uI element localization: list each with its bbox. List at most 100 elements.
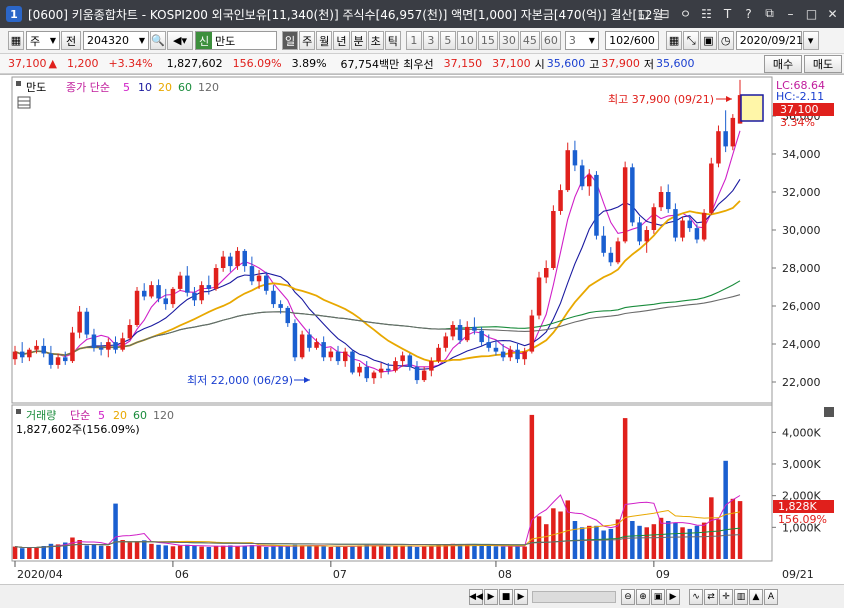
period-button-tick[interactable]: 틱 <box>384 31 401 50</box>
volume-bar <box>737 501 743 559</box>
candle-body <box>680 220 685 238</box>
candle-body <box>673 209 678 238</box>
scroll-end-icon[interactable]: ▲ <box>749 588 763 605</box>
volume-bar <box>386 546 391 559</box>
period-button-year[interactable]: 년 <box>333 31 350 50</box>
candle-body <box>350 351 355 373</box>
settings-icon[interactable]: ☷ <box>701 6 712 21</box>
volume-bar <box>77 540 82 559</box>
date-input[interactable]: 2020/09/21 <box>735 31 803 50</box>
period-button-group: 일 주 월 년 분 초 틱 <box>281 31 401 50</box>
count-input[interactable]: 102/600 <box>604 31 659 50</box>
current-price: 37,100 <box>8 57 47 70</box>
clock-icon[interactable]: ◷ <box>717 31 734 50</box>
candle-body <box>314 342 319 348</box>
zoom-out-icon[interactable]: ⊖ <box>621 588 635 605</box>
minute-select[interactable]: 3 ▼ <box>564 31 599 50</box>
save-icon[interactable]: ▣ <box>700 31 717 50</box>
layout-icon[interactable]: ◱ <box>637 6 650 21</box>
calendar-icon[interactable]: ▾ <box>802 31 819 50</box>
volume-bar <box>185 544 190 560</box>
candle-body <box>321 342 326 358</box>
minute-button-45[interactable]: 45 <box>519 31 540 50</box>
stock-name-field[interactable]: 신 만도 <box>195 31 277 50</box>
text-icon[interactable]: T <box>723 6 732 21</box>
text-size-icon[interactable]: ㅇ <box>679 7 692 21</box>
compare-icon[interactable]: ⇄ <box>704 588 718 605</box>
candle-body <box>393 361 398 371</box>
scrollbar-track[interactable] <box>532 590 616 603</box>
restore-icon[interactable]: ⧉ <box>765 6 774 20</box>
candle-body <box>536 277 542 316</box>
minute-button-10[interactable]: 10 <box>456 31 477 50</box>
period-select-value: 주 <box>30 34 41 48</box>
chevron-down-icon: ▼ <box>588 36 595 45</box>
chart-svg[interactable]: 만도 종가 단순 5 10 20 60 120 거래량 단순 5 20 60 1… <box>0 75 844 585</box>
speaker-icon[interactable]: ◀▾ <box>167 31 193 50</box>
indicator-icon[interactable]: ∿ <box>689 588 703 605</box>
minute-button-5[interactable]: 5 <box>439 31 456 50</box>
period-select[interactable]: 주 ▼ <box>26 31 60 50</box>
play-icon[interactable]: ▶ <box>484 588 498 605</box>
period-button-day[interactable]: 일 <box>282 31 299 50</box>
y-tick-label: 28,000 <box>782 262 821 275</box>
volume-bar <box>421 546 427 559</box>
draw-tool-icon[interactable]: ⤡ <box>683 31 700 50</box>
panel-close-icon[interactable] <box>824 407 834 417</box>
chart-type-icon[interactable]: ▥ <box>734 588 748 605</box>
chart-area[interactable]: 만도 종가 단순 5 10 20 60 120 거래량 단순 5 20 60 1… <box>0 74 844 584</box>
minute-button-60[interactable]: 60 <box>540 31 561 50</box>
zoom-in-icon[interactable]: ⊕ <box>636 588 650 605</box>
maximize-icon[interactable]: □ <box>805 6 818 21</box>
minute-button-15[interactable]: 15 <box>477 31 498 50</box>
zoom-fit-icon[interactable]: ▣ <box>651 588 665 605</box>
volume-bar <box>587 525 592 560</box>
candle-body <box>479 330 484 343</box>
volume-bar <box>565 500 570 559</box>
trade-amount: 67,754백만 <box>340 57 400 71</box>
font-icon[interactable]: A <box>764 588 778 605</box>
code-input[interactable]: 204320 ▼ <box>83 31 149 50</box>
help-icon[interactable]: ? <box>745 6 752 21</box>
period-button-week[interactable]: 주 <box>299 31 316 50</box>
buy-button[interactable]: 매수 <box>764 55 802 73</box>
search-icon[interactable]: 🔍 <box>150 31 166 50</box>
volume-bar <box>608 528 614 559</box>
candle-body <box>622 167 628 242</box>
data-icon[interactable]: ▦ <box>665 31 683 50</box>
scroll-next-icon[interactable]: ▶ <box>514 588 528 605</box>
close-icon[interactable]: ✕ <box>827 6 838 21</box>
minute-select-value: 3 <box>568 34 576 47</box>
candle-body <box>615 241 621 263</box>
sell-button[interactable]: 매도 <box>804 55 842 73</box>
minimize-icon[interactable]: – <box>787 6 794 21</box>
grid-toggle-icon[interactable]: ▦ <box>8 31 24 50</box>
minute-button-30[interactable]: 30 <box>498 31 519 50</box>
volume-bar <box>321 546 326 559</box>
scroll-controls: ◀◀ ▶ ■ ▶ <box>468 588 528 605</box>
volume-bar <box>601 530 606 559</box>
volume-bar <box>307 545 312 559</box>
candle-body <box>335 351 341 362</box>
prev-button[interactable]: 전 <box>61 31 81 50</box>
scroll-right-icon[interactable]: ▶ <box>666 588 680 605</box>
stop-icon[interactable]: ■ <box>499 588 513 605</box>
candle-body <box>572 150 578 166</box>
crosshair-icon[interactable]: ✛ <box>719 588 733 605</box>
minute-button-3[interactable]: 3 <box>422 31 439 50</box>
stock-tag: 만도 <box>26 81 46 94</box>
last-price-label: 37,100 <box>780 103 819 116</box>
minute-button-1[interactable]: 1 <box>405 31 422 50</box>
next-candle-box <box>740 94 764 122</box>
v-tick-label: 3,000K <box>782 458 821 471</box>
link-icon[interactable]: ⊟ <box>659 6 670 21</box>
low-price: 35,600 <box>656 57 695 70</box>
volume-bars <box>12 414 743 560</box>
bottom-bar: ◀◀ ▶ ■ ▶ ⊖ ⊕ ▣ ▶ ∿ ⇄ ✛ ▥ ▲ A <box>0 584 844 608</box>
table-toggle-icon[interactable] <box>17 96 31 109</box>
period-button-second[interactable]: 초 <box>367 31 384 50</box>
period-button-minute[interactable]: 분 <box>350 31 367 50</box>
period-button-month[interactable]: 월 <box>316 31 333 50</box>
volume-bar <box>106 546 111 559</box>
scroll-first-icon[interactable]: ◀◀ <box>469 588 483 605</box>
